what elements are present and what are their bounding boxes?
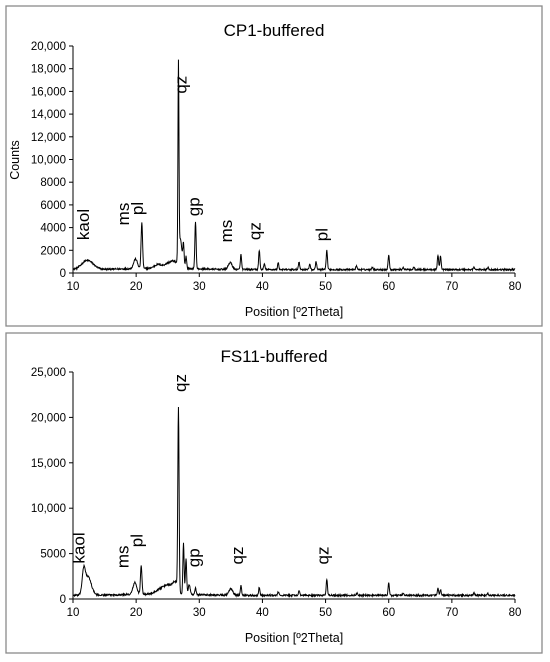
- peak-label-pl: pl: [312, 228, 331, 241]
- x-tick-label: 20: [130, 281, 143, 293]
- x-tick-label: 30: [193, 281, 206, 293]
- peak-label-ms: ms: [217, 220, 236, 243]
- y-tick-label: 6000: [40, 200, 66, 212]
- y-axis-label-cp1: Counts: [8, 140, 22, 180]
- peak-label-pl: pl: [128, 202, 147, 215]
- peak-label-qz: qz: [171, 374, 190, 392]
- x-tick-label: 10: [67, 281, 80, 293]
- peak-label-ms: ms: [114, 545, 133, 568]
- panel-fs11: FS11-buffered Position [º2Theta] 0 5000 10…: [5, 332, 543, 654]
- y-tick-label: 20,000: [31, 41, 66, 53]
- chart-title-fs11: FS11-buffered: [220, 347, 327, 366]
- xrd-trace: [72, 407, 516, 599]
- y-tick-label: 14,000: [31, 109, 66, 121]
- x-tick-label: 30: [193, 607, 206, 619]
- x-tick-label: 40: [256, 281, 269, 293]
- peak-label-kaol: kaol: [69, 532, 88, 563]
- y-tick-label: 0: [60, 268, 66, 280]
- x-axis-label-cp1: Position [º2Theta]: [245, 305, 343, 319]
- y-tick-label: 16,000: [31, 86, 66, 98]
- peak-label-kaol: kaol: [74, 209, 93, 240]
- peak-label-ms: ms: [114, 203, 133, 226]
- peak-label-qz: qz: [172, 76, 191, 94]
- y-tick-label: 0: [60, 594, 66, 606]
- x-tick-label: 40: [256, 607, 269, 619]
- x-tick-label: 70: [445, 607, 458, 619]
- y-tick-label: 20,000: [31, 412, 66, 424]
- y-tick-label: 10,000: [31, 503, 66, 515]
- peak-label-qz: qz: [228, 547, 247, 565]
- peak-label-pl: pl: [127, 534, 146, 547]
- peak-label-gp: gp: [184, 548, 203, 567]
- y-tick-label: 25,000: [31, 367, 66, 379]
- y-tick-label: 15,000: [31, 458, 66, 470]
- plot-area-fs11: 0 5000 10,000 15,000 20,000 25,000 10 20 30 40 50 6…: [31, 367, 522, 619]
- y-tick-label: 18,000: [31, 64, 66, 76]
- y-tick-label: 12,000: [31, 132, 66, 144]
- panel-fs11-frame: [5, 332, 543, 654]
- peak-label-qz: qz: [314, 547, 333, 565]
- x-tick-label: 60: [382, 281, 395, 293]
- xrd-trace: [72, 59, 516, 273]
- x-tick-label: 10: [67, 607, 80, 619]
- x-tick-label: 80: [509, 607, 522, 619]
- x-tick-label: 80: [509, 281, 522, 293]
- x-axis-label-fs11: Position [º2Theta]: [245, 631, 343, 645]
- x-tick-label: 70: [445, 281, 458, 293]
- y-tick-label: 8000: [40, 177, 66, 189]
- panel-cp1: CP1-buffered Counts Position [º2Theta] 0…: [5, 5, 543, 327]
- plot-area-cp1: 0 2000 4000 6000 8000 10,000 12,000 14,000 16,00…: [31, 41, 522, 293]
- peak-label-gp: gp: [184, 197, 203, 216]
- chart-title-cp1: CP1-buffered: [224, 21, 325, 40]
- y-tick-label: 5000: [40, 549, 66, 561]
- x-tick-label: 60: [382, 607, 395, 619]
- x-tick-label: 50: [319, 607, 332, 619]
- panel-cp1-frame: [5, 5, 543, 327]
- y-tick-label: 4000: [40, 223, 66, 235]
- peak-label-qz: qz: [246, 222, 265, 240]
- y-tick-label: 10,000: [31, 155, 66, 167]
- x-tick-label: 50: [319, 281, 332, 293]
- x-tick-label: 20: [130, 607, 143, 619]
- y-tick-label: 2000: [40, 245, 66, 257]
